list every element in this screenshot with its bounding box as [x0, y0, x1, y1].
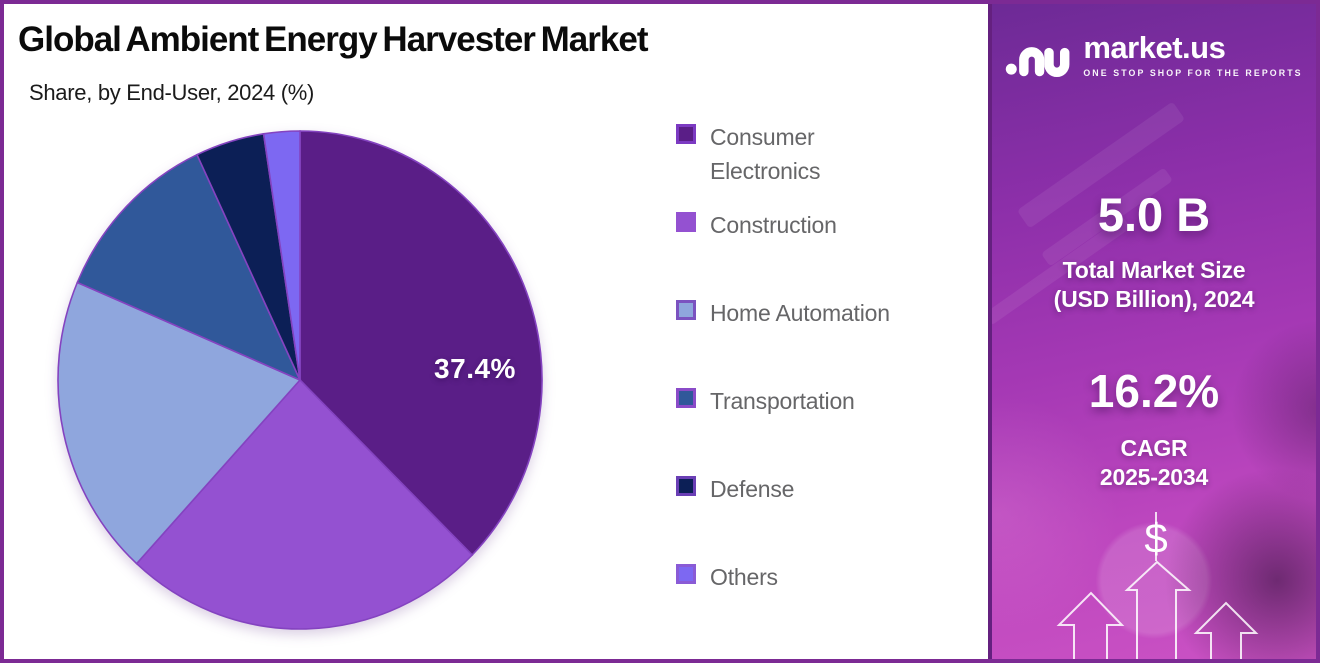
legend-swatch-others: [676, 564, 696, 584]
legend-item-construction: Construction: [676, 208, 890, 296]
pie-slice-consumer-electronics: [299, 130, 543, 557]
market-size-value: 5.0 B: [1097, 188, 1211, 241]
legend-item-defense: Defense: [676, 472, 890, 560]
svg-text:$: $: [1144, 515, 1167, 562]
pie-slice-construction: [135, 378, 474, 630]
market-us-logo: market.us ONE STOP SHOP FOR THE REPORTS: [992, 30, 1316, 80]
market-us-logo-icon: [1006, 47, 1070, 77]
legend-item-transportation: Transportation: [676, 384, 890, 472]
pie-slice-transportation: [76, 153, 302, 382]
brand-sidebar: market.us ONE STOP SHOP FOR THE REPORTS …: [988, 4, 1316, 659]
market-size-label: Total Market Size (USD Billion), 2024: [1053, 257, 1255, 313]
legend-label-line: Transportation: [710, 388, 855, 414]
chart-subtitle: Share, by End-User, 2024 (%): [29, 80, 315, 105]
legend-item-home-automation: Home Automation: [676, 296, 890, 384]
legend-label-line: Defense: [710, 476, 795, 502]
pie-chart: [57, 130, 543, 630]
legend-swatch-construction: [676, 212, 696, 232]
pie-slice-home-automation: [57, 281, 302, 565]
up-arrow-icon: [1124, 560, 1192, 659]
legend-swatch-consumer-electronics: [676, 124, 696, 144]
legend-swatch-defense: [676, 476, 696, 496]
legend-label-line: Home Automation: [710, 300, 890, 326]
legend-swatch-transportation: [676, 388, 696, 408]
legend-label-line: Construction: [710, 212, 837, 238]
pie-slice-others: [262, 130, 301, 381]
growth-arrows-icon: $: [1056, 512, 1259, 659]
legend: Consumer Electronics Construction Home Au…: [676, 120, 890, 648]
legend-label-line: Consumer: [710, 124, 815, 150]
chart-area: Global Ambient Energy Harvester Market S…: [4, 4, 988, 659]
legend-label-line: Electronics: [710, 158, 821, 184]
legend-swatch-home-automation: [676, 300, 696, 320]
legend-label-line: Others: [710, 564, 778, 590]
pie-slice-value-label: 37.4%: [434, 353, 516, 384]
chart-title: Global Ambient Energy Harvester Market: [18, 20, 648, 59]
legend-item-others: Others: [676, 560, 890, 648]
dollar-icon: $: [1144, 512, 1168, 562]
cagr-value: 16.2%: [1088, 365, 1220, 417]
brand-name: market.us: [1083, 30, 1226, 65]
cagr-label: CAGR 2025-2034: [1099, 435, 1209, 491]
brand-tagline: ONE STOP SHOP FOR THE REPORTS: [1083, 68, 1303, 78]
up-arrow-icon: [1193, 601, 1259, 659]
legend-item-consumer-electronics: Consumer Electronics: [676, 120, 890, 208]
up-arrow-icon: [1056, 591, 1125, 659]
